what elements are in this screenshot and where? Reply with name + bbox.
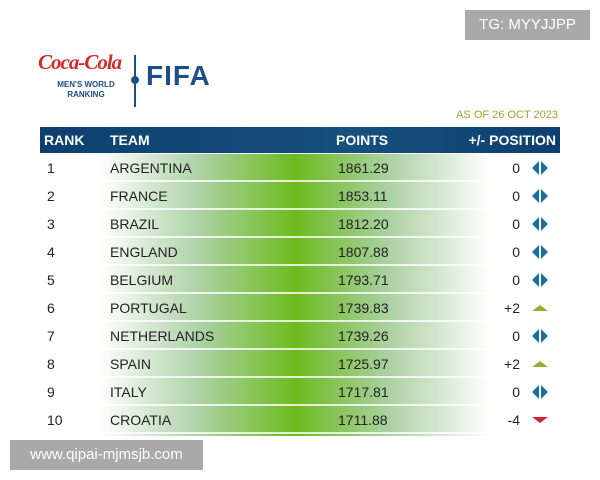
trend-up-icon (532, 301, 548, 315)
fifa-logo: FIFA (146, 60, 211, 91)
position-change: 0 (512, 244, 520, 260)
position-change: 0 (512, 272, 520, 288)
points: 1739.26 (338, 328, 389, 344)
position-change: 0 (512, 160, 520, 176)
points: 1812.20 (338, 216, 389, 232)
team-name: FRANCE (110, 188, 168, 204)
trend-up-icon (532, 357, 548, 371)
team-name: ITALY (110, 384, 147, 400)
points: 1711.88 (338, 412, 388, 428)
rank: 3 (47, 216, 55, 232)
table-row: 3 BRAZIL 1812.20 0 (40, 210, 560, 238)
team-name: NETHERLANDS (110, 328, 215, 344)
table-row: 7 NETHERLANDS 1739.26 0 (40, 322, 560, 350)
team-name: ENGLAND (110, 244, 178, 260)
trend-same-icon (532, 329, 548, 343)
table-row: 1 ARGENTINA 1861.29 0 (40, 154, 560, 182)
table-header: RANK TEAM POINTS +/- POSITION (40, 127, 560, 153)
rank: 2 (47, 188, 55, 204)
position-change: 0 (512, 384, 520, 400)
rank: 7 (47, 328, 55, 344)
team-name: BRAZIL (110, 216, 160, 232)
position-change: +2 (504, 300, 520, 316)
green-glow-background (100, 154, 490, 436)
subtitle-line2: RANKING (67, 90, 105, 99)
points: 1853.11 (338, 188, 388, 204)
trend-down-icon (532, 413, 548, 427)
points: 1717.81 (338, 384, 389, 400)
table-row: 10 CROATIA 1711.88 -4 (40, 406, 560, 434)
table-row: 6 PORTUGAL 1739.83 +2 (40, 294, 560, 322)
team-name: PORTUGAL (110, 300, 187, 316)
watermark-top: TG: MYYJJPP (465, 10, 590, 40)
team-name: ARGENTINA (110, 160, 192, 176)
divider-dot (131, 76, 139, 84)
as-of-date: AS OF 26 OCT 2023 (456, 109, 558, 121)
trend-same-icon (532, 161, 548, 175)
team-name: SPAIN (110, 356, 151, 372)
coca-cola-logo: Coca-Cola (38, 50, 122, 74)
rank: 9 (47, 384, 55, 400)
subtitle-line1: MEN'S WORLD (57, 80, 115, 89)
points: 1807.88 (338, 244, 389, 260)
position-change: +2 (504, 356, 520, 372)
trend-same-icon (532, 189, 548, 203)
trend-same-icon (532, 385, 548, 399)
rank: 5 (47, 272, 55, 288)
points: 1861.29 (338, 160, 389, 176)
rank: 10 (47, 412, 63, 428)
table-row: 5 BELGIUM 1793.71 0 (40, 266, 560, 294)
header-rank: RANK (44, 132, 85, 148)
points: 1739.83 (338, 300, 389, 316)
table-row: 2 FRANCE 1853.11 0 (40, 182, 560, 210)
table-row: 8 SPAIN 1725.97 +2 (40, 350, 560, 378)
team-name: BELGIUM (110, 272, 174, 288)
ranking-subtitle: MEN'S WORLD RANKING (44, 80, 128, 100)
position-change: 0 (512, 328, 520, 344)
position-change: 0 (512, 188, 520, 204)
trend-same-icon (532, 245, 548, 259)
position-change: -4 (507, 412, 520, 428)
points: 1725.97 (338, 356, 389, 372)
rank: 1 (47, 160, 55, 176)
points: 1793.71 (338, 272, 389, 288)
rank: 8 (47, 356, 55, 372)
table-row: 9 ITALY 1717.81 0 (40, 378, 560, 406)
rank: 4 (47, 244, 55, 260)
header-team: TEAM (110, 132, 150, 148)
header-points: POINTS (336, 132, 389, 148)
trend-same-icon (532, 217, 548, 231)
position-change: 0 (512, 216, 520, 232)
watermark-bottom: www.qipai-mjmsjb.com (10, 440, 203, 470)
header-position: +/- POSITION (468, 132, 556, 148)
rank: 6 (47, 300, 55, 316)
team-name: CROATIA (110, 412, 172, 428)
table-row: 4 ENGLAND 1807.88 0 (40, 238, 560, 266)
trend-same-icon (532, 273, 548, 287)
